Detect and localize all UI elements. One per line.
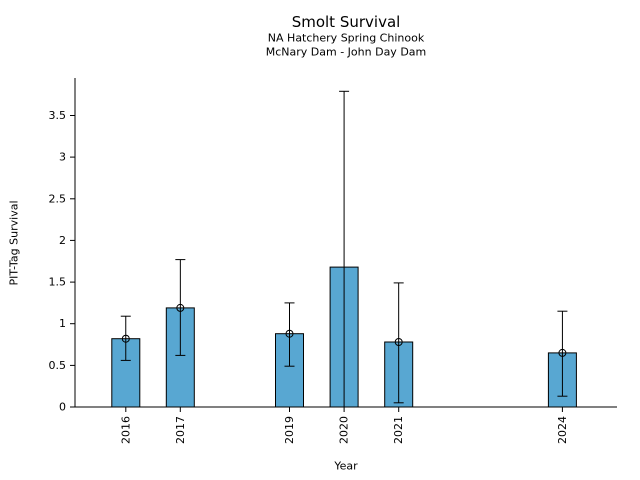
y-tick-label-0: 0: [59, 401, 66, 414]
x-tick-label-2020: 2020: [338, 416, 351, 444]
chart-title: Smolt Survival: [291, 13, 401, 31]
y-tick-label-1.5: 1.5: [49, 276, 67, 289]
x-tick-label-2017: 2017: [174, 416, 187, 444]
point-marker-2017: [176, 303, 185, 312]
x-tick-label-2024: 2024: [556, 416, 569, 444]
y-tick-label-3: 3: [59, 151, 66, 164]
y-tick-label-3.5: 3.5: [49, 109, 67, 122]
y-tick-label-2: 2: [59, 234, 66, 247]
point-marker-2016: [121, 334, 130, 343]
y-tick-label-1: 1: [59, 317, 66, 330]
x-tick-label-2021: 2021: [392, 416, 405, 444]
error-bar-2021: [393, 282, 404, 404]
chart-subtitle-line2: McNary Dam - John Day Dam: [265, 45, 427, 59]
error-bar-2024: [557, 310, 568, 397]
x-axis-label: Year: [334, 459, 358, 473]
error-bar-2017: [175, 259, 186, 356]
error-bar-2019: [284, 302, 295, 367]
x-tick-label-2019: 2019: [283, 416, 296, 444]
y-tick-label-0.5: 0.5: [49, 359, 67, 372]
chart-subtitle-line1: NA Hatchery Spring Chinook: [267, 31, 425, 45]
y-tick-label-2.5: 2.5: [49, 192, 67, 205]
point-marker-2021: [394, 338, 403, 346]
point-marker-2024: [558, 348, 567, 357]
point-marker-2019: [285, 329, 294, 338]
x-tick-label-2016: 2016: [119, 416, 132, 444]
error-bar-2016: [120, 315, 131, 361]
